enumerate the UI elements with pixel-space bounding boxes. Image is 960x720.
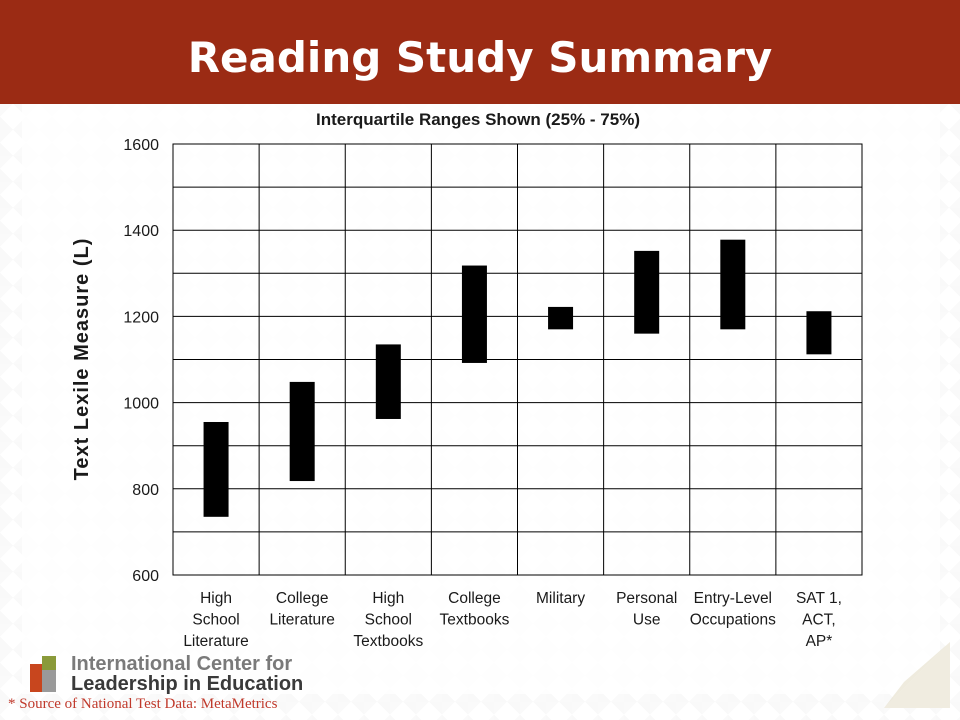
range-bar bbox=[375, 344, 401, 419]
icle-logo-mark-icon bbox=[30, 656, 56, 692]
range-bar bbox=[548, 306, 574, 330]
range-bar bbox=[203, 421, 229, 517]
x-tick-label: College Textbooks bbox=[440, 590, 510, 629]
logo-text-line2: Leadership in Education bbox=[71, 673, 304, 695]
x-tick-label-line: School bbox=[365, 612, 412, 629]
y-tick-labels: 600 800 1000 1200 1400 1600 bbox=[123, 137, 159, 585]
logo-text-line1: International Center for bbox=[71, 653, 293, 675]
range-bar bbox=[289, 381, 315, 482]
x-tick-label: High School Textbooks bbox=[353, 590, 423, 650]
header-bar: Reading Study Summary bbox=[0, 0, 960, 104]
x-tick-label-line: SAT 1, bbox=[796, 590, 842, 607]
x-tick-label-line: High bbox=[200, 590, 232, 607]
x-tick-label-line: Textbooks bbox=[440, 612, 510, 629]
x-tick-label-line: ACT, bbox=[802, 612, 836, 629]
x-tick-label: Personal Use bbox=[616, 590, 677, 629]
x-tick-label-line: AP* bbox=[806, 633, 833, 650]
x-tick-label-line: Use bbox=[633, 612, 661, 629]
x-tick-label-line: College bbox=[448, 590, 501, 607]
x-tick-label-line: Textbooks bbox=[353, 633, 423, 650]
chart-panel bbox=[22, 104, 940, 694]
x-tick-label-line: High bbox=[372, 590, 404, 607]
range-bars bbox=[203, 239, 832, 517]
x-tick-label: College Literature bbox=[269, 590, 334, 629]
chart-grid bbox=[172, 143, 863, 576]
source-footnote: * Source of National Test Data: MetaMetr… bbox=[8, 696, 278, 712]
x-tick-label: High School Literature bbox=[183, 590, 248, 650]
icle-logo: International Center for Leadership in E… bbox=[30, 654, 330, 696]
page-corner-decoration bbox=[884, 642, 950, 708]
x-tick-label-line: Military bbox=[536, 590, 585, 607]
y-tick-label: 600 bbox=[132, 568, 159, 585]
range-bar bbox=[634, 250, 660, 334]
y-axis-label: Text Lexile Measure (L) bbox=[71, 238, 93, 481]
y-tick-label: 1400 bbox=[123, 223, 159, 240]
x-tick-label-line: Literature bbox=[269, 612, 334, 629]
y-tick-label: 800 bbox=[132, 482, 159, 499]
x-tick-label: SAT 1, ACT, AP* bbox=[796, 590, 842, 650]
x-tick-label-line: College bbox=[276, 590, 329, 607]
y-tick-label: 1200 bbox=[123, 309, 159, 326]
x-tick-label: Entry-Level Occupations bbox=[690, 590, 776, 629]
x-tick-label-line: Occupations bbox=[690, 612, 776, 629]
x-tick-label-line: Literature bbox=[183, 633, 248, 650]
slide-title: Reading Study Summary bbox=[187, 32, 773, 82]
range-bar bbox=[461, 265, 487, 363]
x-tick-label-line: Personal bbox=[616, 590, 677, 607]
x-tick-label-line: School bbox=[192, 612, 239, 629]
x-tick-label: Military bbox=[536, 590, 585, 607]
x-tick-label-line: Entry-Level bbox=[694, 590, 772, 607]
y-tick-label: 1600 bbox=[123, 137, 159, 154]
range-bar bbox=[806, 311, 832, 355]
y-tick-label: 1000 bbox=[123, 396, 159, 413]
chart-title: Interquartile Ranges Shown (25% - 75%) bbox=[316, 110, 640, 129]
range-bar bbox=[720, 239, 746, 330]
